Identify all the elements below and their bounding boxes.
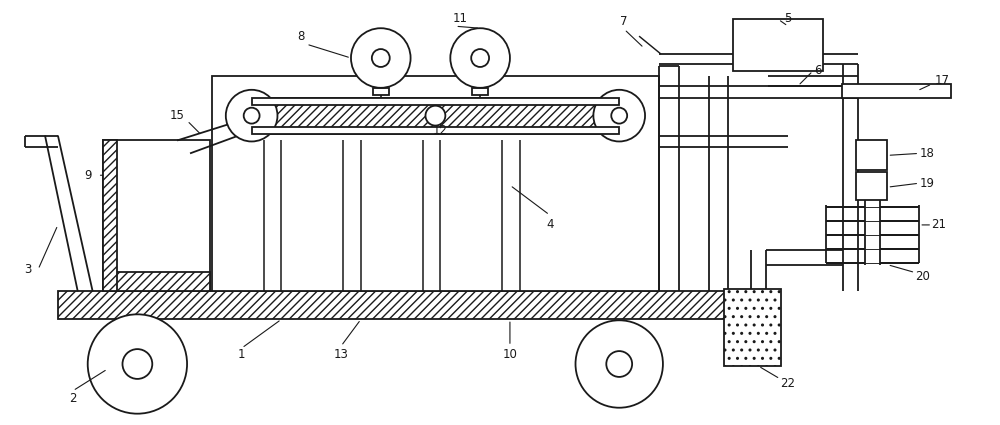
Circle shape xyxy=(471,49,489,67)
Text: 6: 6 xyxy=(814,65,822,77)
Bar xyxy=(724,289,781,366)
Bar xyxy=(103,141,210,292)
Circle shape xyxy=(450,28,510,88)
Bar xyxy=(252,98,619,133)
Circle shape xyxy=(576,320,663,408)
Circle shape xyxy=(606,351,632,377)
Bar xyxy=(212,76,659,292)
Text: 9: 9 xyxy=(84,169,91,182)
Text: 3: 3 xyxy=(24,263,32,276)
Circle shape xyxy=(88,314,187,414)
Circle shape xyxy=(244,108,260,124)
Text: 5: 5 xyxy=(784,12,792,25)
Bar xyxy=(856,172,887,200)
Bar xyxy=(58,292,753,319)
Text: 18: 18 xyxy=(920,147,935,160)
Text: 2: 2 xyxy=(69,392,77,405)
Text: 21: 21 xyxy=(932,218,947,232)
Bar xyxy=(842,84,951,98)
Bar xyxy=(103,141,117,292)
Text: 17: 17 xyxy=(935,74,950,88)
Circle shape xyxy=(226,90,277,142)
Circle shape xyxy=(611,108,627,124)
Text: 15: 15 xyxy=(170,109,185,122)
Text: 11: 11 xyxy=(453,12,468,25)
Bar xyxy=(733,19,823,71)
Circle shape xyxy=(593,90,645,142)
Text: 20: 20 xyxy=(915,270,930,283)
Text: 10: 10 xyxy=(502,348,517,360)
Text: 8: 8 xyxy=(298,30,305,42)
Bar xyxy=(373,88,389,95)
Text: 13: 13 xyxy=(334,348,348,360)
Bar xyxy=(856,141,887,170)
Bar xyxy=(472,88,488,95)
Bar xyxy=(252,127,619,133)
Circle shape xyxy=(372,49,390,67)
Text: 1: 1 xyxy=(238,348,245,360)
Text: 19: 19 xyxy=(920,177,935,190)
Circle shape xyxy=(351,28,411,88)
Bar xyxy=(252,98,619,105)
Text: 4: 4 xyxy=(546,218,553,232)
Text: 7: 7 xyxy=(620,15,628,28)
Text: 22: 22 xyxy=(781,377,796,391)
Circle shape xyxy=(122,349,152,379)
Circle shape xyxy=(425,106,445,125)
Text: 12: 12 xyxy=(433,124,448,137)
Bar xyxy=(103,272,210,292)
